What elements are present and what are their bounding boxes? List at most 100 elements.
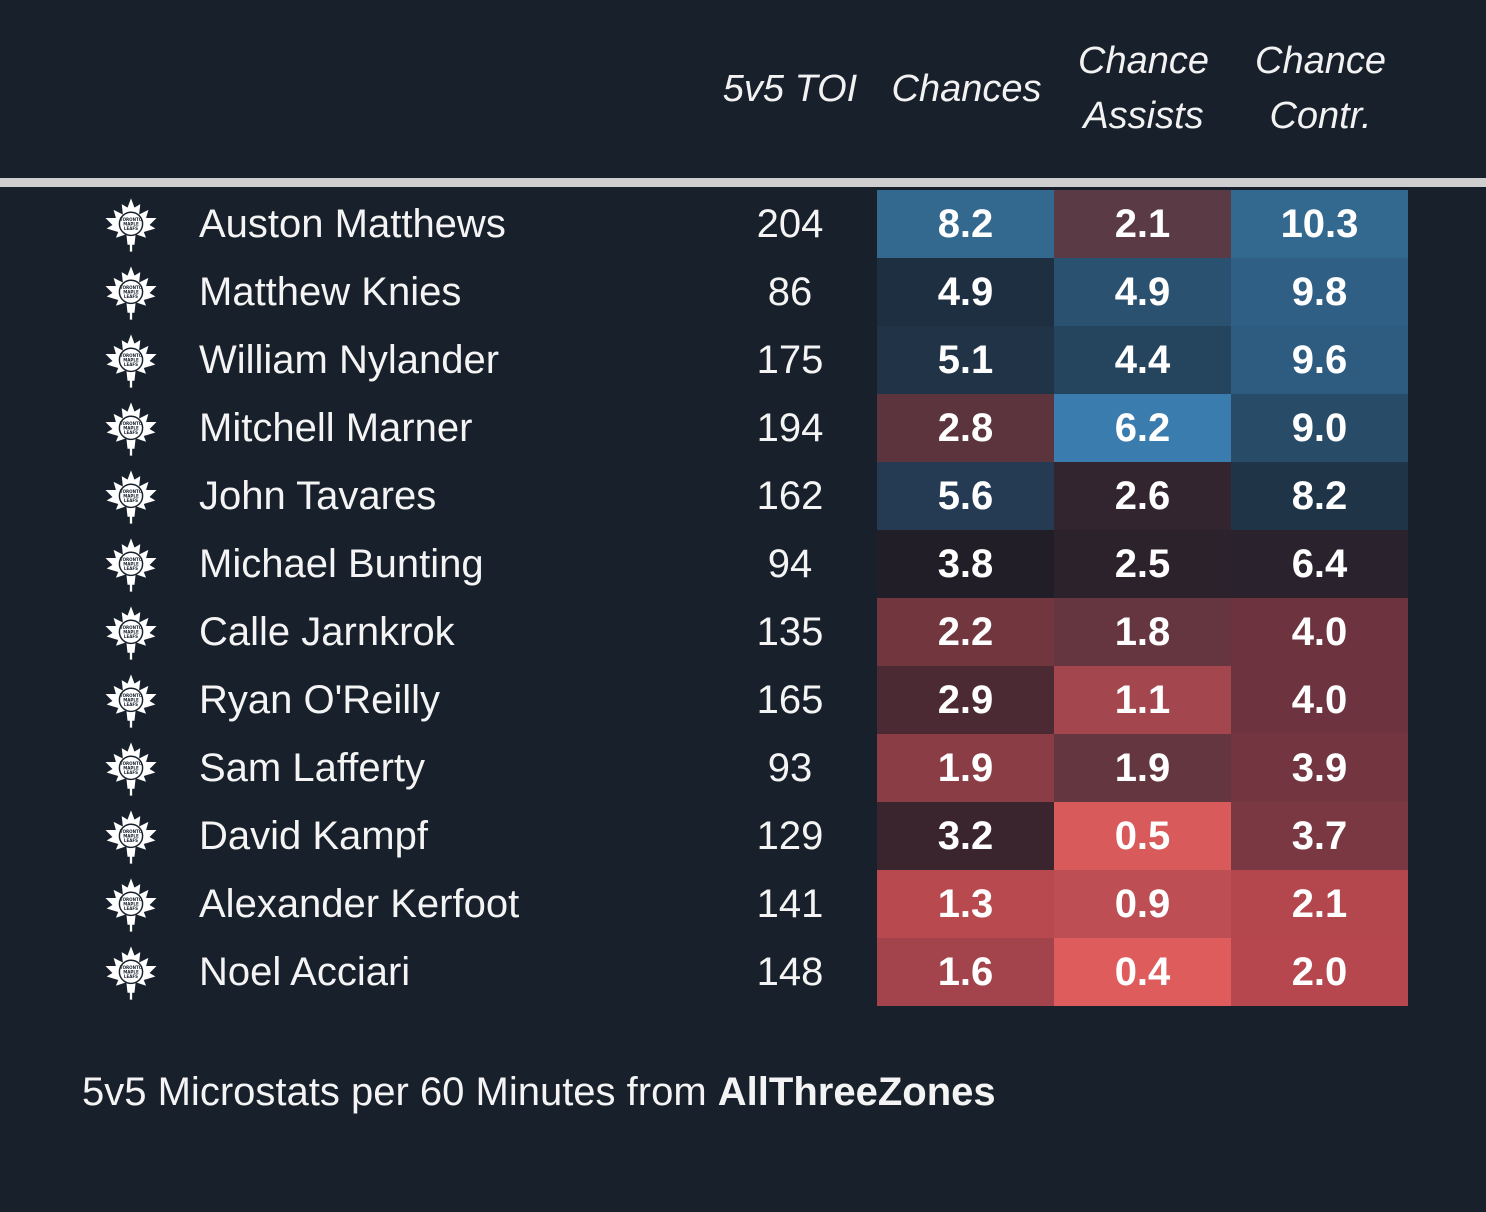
maple-leaf-icon: TORONTO MAPLE LEAFS: [102, 672, 160, 730]
chances-cell: 1.9: [877, 734, 1054, 802]
player-name: David Kampf: [199, 814, 428, 858]
logo-text: TORONTO: [120, 489, 143, 494]
player-name: John Tavares: [199, 474, 437, 518]
header-contr-line1: Chance: [1255, 40, 1386, 82]
toi-value: 194: [756, 406, 824, 450]
chances-cell: 2.2: [877, 598, 1054, 666]
logo-text: LEAFS: [124, 838, 138, 843]
chance-assists-cell: 4.9: [1054, 258, 1231, 326]
player-name: Calle Jarnkrok: [199, 610, 455, 654]
header-assists-line1: Chance: [1078, 40, 1209, 82]
maple-leaf-icon: TORONTO MAPLE LEAFS: [102, 808, 160, 866]
chances-cell: 2.9: [877, 666, 1054, 734]
logo-text: MAPLE: [123, 222, 139, 227]
chances-cell: 1.6: [877, 938, 1054, 1006]
player-name: Mitchell Marner: [199, 406, 473, 450]
chance-contr-cell: 9.6: [1231, 326, 1408, 394]
maple-leaf-icon: TORONTO MAPLE LEAFS: [102, 740, 160, 798]
toi-value: 135: [756, 610, 824, 654]
chance-assists-cell: 1.9: [1054, 734, 1231, 802]
player-name: Michael Bunting: [199, 542, 484, 586]
toi-value: 162: [756, 474, 824, 518]
table-row: TORONTO MAPLE LEAFS Sam Lafferty 93 1.9 1.9 3.9: [0, 734, 1486, 802]
chance-contr-cell: 4.0: [1231, 598, 1408, 666]
logo-text: LEAFS: [124, 634, 138, 639]
chances-cell: 3.8: [877, 530, 1054, 598]
logo-text: TORONTO: [120, 421, 143, 426]
maple-leaf-icon: TORONTO MAPLE LEAFS: [102, 400, 160, 458]
table-row: TORONTO MAPLE LEAFS David Kampf 129 3.2 0.5 3.7: [0, 802, 1486, 870]
toi-value: 148: [756, 950, 824, 994]
header-chances: Chances: [878, 0, 1055, 178]
chance-assists-cell: 2.5: [1054, 530, 1231, 598]
logo-text: MAPLE: [123, 698, 139, 703]
header-toi: 5v5 TOI: [702, 0, 878, 178]
maple-leaf-icon: TORONTO MAPLE LEAFS: [102, 604, 160, 662]
logo-text: TORONTO: [120, 625, 143, 630]
chances-cell: 5.1: [877, 326, 1054, 394]
logo-text: TORONTO: [120, 353, 143, 358]
logo-text: LEAFS: [124, 498, 138, 503]
logo-text: LEAFS: [124, 906, 138, 911]
maple-leaf-icon: TORONTO MAPLE LEAFS: [102, 468, 160, 526]
toi-value: 93: [767, 746, 813, 790]
chance-assists-cell: 0.4: [1054, 938, 1231, 1006]
chances-cell: 5.6: [877, 462, 1054, 530]
chances-cell: 8.2: [877, 190, 1054, 258]
logo-text: MAPLE: [123, 494, 139, 499]
player-name: Ryan O'Reilly: [199, 678, 441, 722]
header-contr-line2: Contr.: [1269, 95, 1372, 137]
chance-assists-cell: 1.8: [1054, 598, 1231, 666]
chance-contr-cell: 9.8: [1231, 258, 1408, 326]
logo-text: MAPLE: [123, 426, 139, 431]
maple-leaf-icon: TORONTO MAPLE LEAFS: [102, 944, 160, 1002]
chances-cell: 1.3: [877, 870, 1054, 938]
header-separator: [0, 178, 1486, 187]
chance-assists-cell: 6.2: [1054, 394, 1231, 462]
chance-contr-cell: 8.2: [1231, 462, 1408, 530]
footer-text: 5v5 Microstats per 60 Minutes from: [82, 1070, 718, 1114]
logo-text: MAPLE: [123, 630, 139, 635]
toi-value: 141: [756, 882, 824, 926]
logo-text: LEAFS: [124, 770, 138, 775]
table-row: TORONTO MAPLE LEAFS Noel Acciari 148 1.6 0.4 2.…: [0, 938, 1486, 1006]
chance-assists-cell: 2.1: [1054, 190, 1231, 258]
footer-source: AllThreeZones: [717, 1070, 996, 1114]
table-row: TORONTO MAPLE LEAFS Matthew Knies 86 4.9 4.9 9.…: [0, 258, 1486, 326]
chance-contr-cell: 3.9: [1231, 734, 1408, 802]
logo-text: MAPLE: [123, 290, 139, 295]
logo-text: MAPLE: [123, 358, 139, 363]
header-assists-line2: Assists: [1083, 95, 1204, 137]
toi-value: 204: [756, 202, 824, 246]
chance-contr-cell: 3.7: [1231, 802, 1408, 870]
table-row: TORONTO MAPLE LEAFS Mitchell Marner 194 2.8 6.…: [0, 394, 1486, 462]
logo-text: LEAFS: [124, 430, 138, 435]
table-row: TORONTO MAPLE LEAFS Michael Bunting 94 3.8 2.5…: [0, 530, 1486, 598]
logo-text: LEAFS: [124, 294, 138, 299]
logo-text: LEAFS: [124, 566, 138, 571]
chance-contr-cell: 6.4: [1231, 530, 1408, 598]
chances-cell: 4.9: [877, 258, 1054, 326]
logo-text: TORONTO: [120, 557, 143, 562]
logo-text: MAPLE: [123, 562, 139, 567]
chance-contr-cell: 10.3: [1231, 190, 1408, 258]
maple-leaf-icon: TORONTO MAPLE LEAFS: [102, 196, 160, 254]
maple-leaf-icon: TORONTO MAPLE LEAFS: [102, 332, 160, 390]
logo-text: TORONTO: [120, 829, 143, 834]
toi-value: 175: [756, 338, 824, 382]
chance-contr-cell: 2.0: [1231, 938, 1408, 1006]
player-name: William Nylander: [199, 338, 500, 382]
table-row: TORONTO MAPLE LEAFS Auston Matthews 204 8.2 2.…: [0, 190, 1486, 258]
player-name: Matthew Knies: [199, 270, 462, 314]
chance-contr-cell: 4.0: [1231, 666, 1408, 734]
chance-assists-cell: 0.5: [1054, 802, 1231, 870]
logo-text: LEAFS: [124, 362, 138, 367]
footer-caption: 5v5 Microstats per 60 Minutes from AllTh…: [82, 1070, 996, 1115]
chance-assists-cell: 0.9: [1054, 870, 1231, 938]
logo-text: LEAFS: [124, 702, 138, 707]
logo-text: MAPLE: [123, 834, 139, 839]
player-name: Auston Matthews: [199, 202, 506, 246]
toi-value: 129: [756, 814, 824, 858]
table-row: TORONTO MAPLE LEAFS Ryan O'Reilly 165 2.9 1.1 4…: [0, 666, 1486, 734]
chance-assists-cell: 4.4: [1054, 326, 1231, 394]
